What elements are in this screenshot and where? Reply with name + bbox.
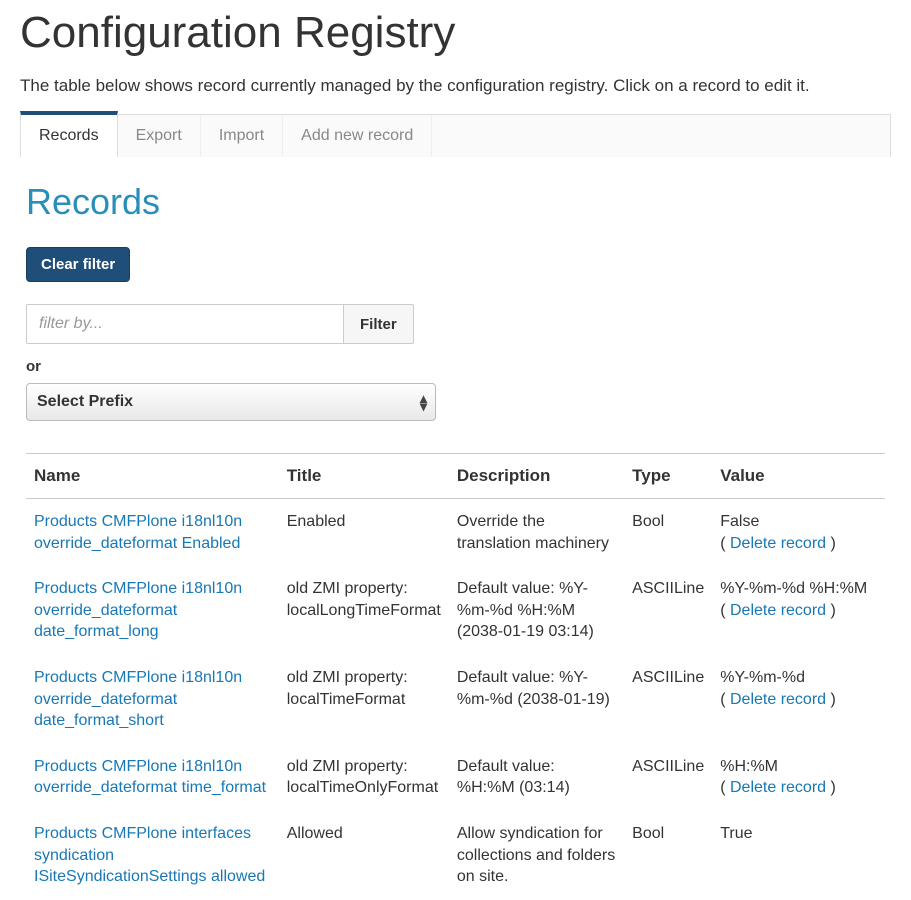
cell-name[interactable]: Products CMFPlone i18nl10n override_date…: [26, 744, 279, 811]
cell-name[interactable]: Products CMFPlone i18nl10n override_date…: [26, 499, 279, 567]
cell-value: True: [712, 811, 885, 900]
value-text: %Y-%m-%d %H:%M: [720, 580, 867, 597]
value-text: False: [720, 513, 759, 530]
table-row[interactable]: Products CMFPlone interfaces syndication…: [26, 811, 885, 900]
page-title: Configuration Registry: [20, 8, 891, 58]
cell-description: Override the translation machinery: [449, 499, 624, 567]
section-title: Records: [26, 181, 885, 223]
cell-name[interactable]: Products CMFPlone i18nl10n override_date…: [26, 566, 279, 655]
col-header-type: Type: [624, 454, 712, 499]
or-label: or: [26, 358, 885, 375]
cell-description: Default value: %Y-%m-%d %H:%M (2038-01-1…: [449, 566, 624, 655]
records-table: Name Title Description Type Value Produc…: [26, 453, 885, 900]
delete-record-link[interactable]: Delete record: [730, 691, 826, 708]
tab-import[interactable]: Import: [201, 115, 283, 157]
cell-title: Enabled: [279, 499, 449, 567]
chevron-updown-icon: ▴▾: [420, 394, 427, 410]
tab-export[interactable]: Export: [118, 115, 201, 157]
table-header-row: Name Title Description Type Value: [26, 454, 885, 499]
cell-description: Default value: %H:%M (03:14): [449, 744, 624, 811]
cell-title: old ZMI property: localTimeFormat: [279, 655, 449, 744]
col-header-name: Name: [26, 454, 279, 499]
tab-panel-records: Records Clear filter Filter or Select Pr…: [20, 157, 891, 900]
cell-title: old ZMI property: localLongTimeFormat: [279, 566, 449, 655]
cell-value: %Y-%m-%d( Delete record ): [712, 655, 885, 744]
table-row[interactable]: Products CMFPlone i18nl10n override_date…: [26, 499, 885, 567]
delete-record-link[interactable]: Delete record: [730, 602, 826, 619]
tab-records[interactable]: Records: [20, 111, 118, 157]
cell-type: ASCIILine: [624, 655, 712, 744]
cell-value: %H:%M( Delete record ): [712, 744, 885, 811]
cell-title: Allowed: [279, 811, 449, 900]
cell-title: old ZMI property: localTimeOnlyFormat: [279, 744, 449, 811]
clear-filter-button[interactable]: Clear filter: [26, 247, 130, 282]
cell-type: Bool: [624, 811, 712, 900]
cell-type: Bool: [624, 499, 712, 567]
filter-button[interactable]: Filter: [344, 304, 414, 344]
col-header-title: Title: [279, 454, 449, 499]
table-row[interactable]: Products CMFPlone i18nl10n override_date…: [26, 744, 885, 811]
tab-bar: Records Export Import Add new record: [20, 114, 891, 157]
col-header-value: Value: [712, 454, 885, 499]
delete-record-link[interactable]: Delete record: [730, 535, 826, 552]
cell-description: Allow syndication for collections and fo…: [449, 811, 624, 900]
table-row[interactable]: Products CMFPlone i18nl10n override_date…: [26, 655, 885, 744]
tab-add-new-record[interactable]: Add new record: [283, 115, 432, 157]
col-header-description: Description: [449, 454, 624, 499]
value-text: %Y-%m-%d: [720, 669, 805, 686]
prefix-select-label: Select Prefix: [37, 393, 133, 411]
prefix-select[interactable]: Select Prefix ▴▾: [26, 383, 436, 421]
table-row[interactable]: Products CMFPlone i18nl10n override_date…: [26, 566, 885, 655]
cell-name[interactable]: Products CMFPlone interfaces syndication…: [26, 811, 279, 900]
cell-description: Default value: %Y-%m-%d (2038-01-19): [449, 655, 624, 744]
filter-row: Filter: [26, 304, 885, 344]
cell-value: %Y-%m-%d %H:%M( Delete record ): [712, 566, 885, 655]
cell-type: ASCIILine: [624, 566, 712, 655]
cell-type: ASCIILine: [624, 744, 712, 811]
value-text: %H:%M: [720, 758, 778, 775]
delete-record-link[interactable]: Delete record: [730, 779, 826, 796]
filter-input[interactable]: [26, 304, 344, 344]
value-text: True: [720, 825, 752, 842]
cell-name[interactable]: Products CMFPlone i18nl10n override_date…: [26, 655, 279, 744]
page-intro: The table below shows record currently m…: [20, 76, 891, 96]
cell-value: False( Delete record ): [712, 499, 885, 567]
